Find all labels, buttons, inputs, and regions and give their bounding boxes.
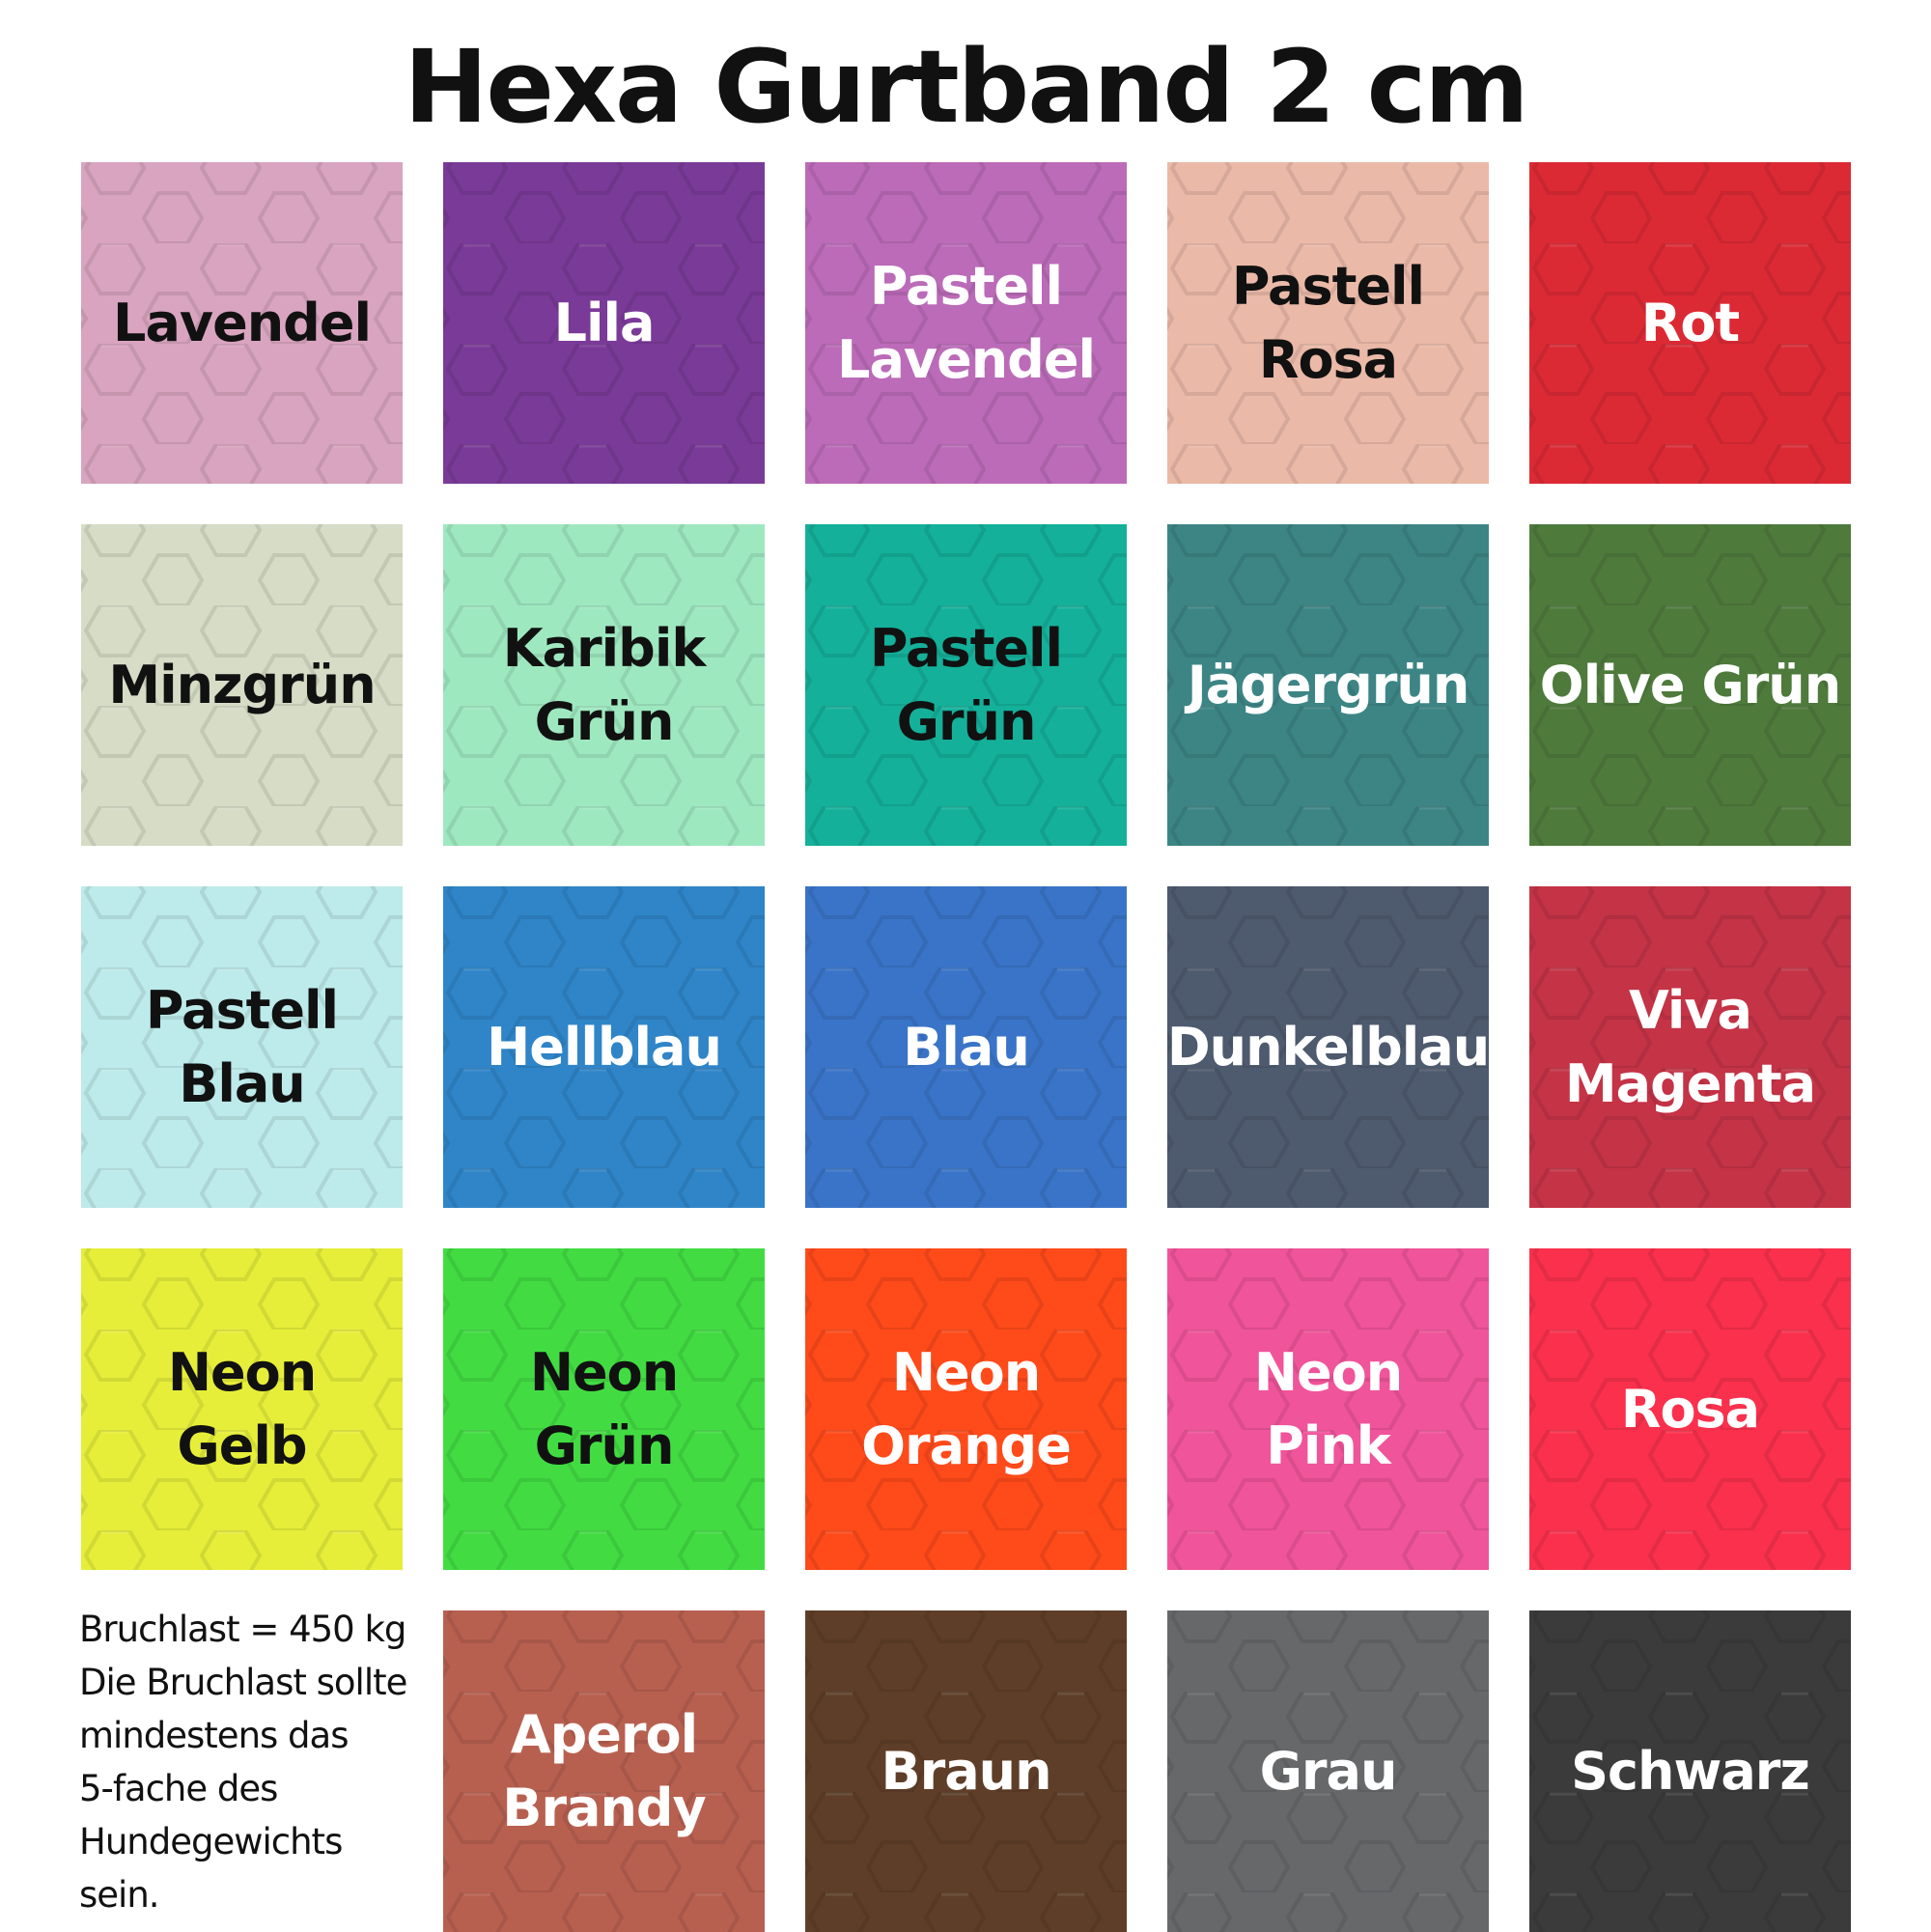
swatch-rot: Rot [1529,162,1851,484]
swatch-label: Viva Magenta [1564,979,1816,1114]
swatch-neon-pink: Neon Pink [1167,1248,1489,1570]
swatch-label: Pastell Blau [145,979,339,1114]
swatch-grid: Lavendel Lila Pastell Lavendel Pastell Rosa… [81,162,1851,1932]
swatch-label: Pastell Grün [869,617,1063,752]
swatch-blau: Blau [805,886,1127,1208]
swatch-label: Pastell Rosa [1231,255,1425,390]
swatch-aperol-brandy: Aperol Brandy [443,1610,765,1932]
swatch-dunkelblau: Dunkelblau [1167,886,1489,1208]
info-line: Die Bruchlast sollte [79,1662,407,1703]
swatch-viva-magenta: Viva Magenta [1529,886,1851,1208]
swatch-label: Lavendel [113,292,372,353]
swatch-label: Pastell Lavendel [837,255,1096,390]
swatch-jägergrün: Jägergrün [1167,524,1489,846]
info-line: mindestens das [79,1715,350,1756]
info-line: Hundegewichts [79,1821,343,1862]
swatch-olive-grün: Olive Grün [1529,524,1851,846]
swatch-label: Schwarz [1571,1740,1810,1802]
swatch-label: Grau [1259,1740,1398,1802]
info-line: 5-fache des [79,1768,278,1809]
swatch-label: Lila [553,292,656,353]
swatch-neon-orange: Neon Orange [805,1248,1127,1570]
info-line: Bruchlast = 450 kg [79,1609,406,1650]
swatch-neon-grün: Neon Grün [443,1248,765,1570]
swatch-label: Olive Grün [1539,654,1841,715]
swatch-label: Minzgrün [108,654,376,715]
swatch-label: Dunkelblau [1167,1016,1489,1078]
swatch-rosa: Rosa [1529,1248,1851,1570]
swatch-lila: Lila [443,162,765,484]
swatch-label: Neon Grün [529,1341,679,1476]
swatch-label: Neon Orange [861,1341,1072,1476]
swatch-lavendel: Lavendel [81,162,403,484]
swatch-label: Neon Gelb [167,1341,317,1476]
swatch-label: Hellblau [487,1016,722,1078]
swatch-neon-gelb: Neon Gelb [81,1248,403,1570]
swatch-karibik-grün: Karibik Grün [443,524,765,846]
swatch-braun: Braun [805,1610,1127,1932]
swatch-label: Neon Pink [1253,1341,1403,1476]
swatch-hellblau: Hellblau [443,886,765,1208]
swatch-pastell-lavendel: Pastell Lavendel [805,162,1127,484]
swatch-schwarz: Schwarz [1529,1610,1851,1932]
breaking-load-info: Bruchlast = 450 kg Die Bruchlast sollte mi… [79,1603,446,1921]
swatch-label: Rot [1640,292,1740,353]
swatch-pastell-grün: Pastell Grün [805,524,1127,846]
swatch-minzgrün: Minzgrün [81,524,403,846]
swatch-label: Braun [881,1740,1051,1802]
swatch-label: Rosa [1620,1378,1760,1440]
swatch-label: Aperol Brandy [502,1703,707,1838]
swatch-label: Blau [903,1016,1030,1078]
swatch-pastell-rosa: Pastell Rosa [1167,162,1489,484]
page-title: Hexa Gurtband 2 cm [404,28,1528,146]
info-line: sein. [79,1874,160,1916]
swatch-grau: Grau [1167,1610,1489,1932]
swatch-label: Karibik Grün [502,617,707,752]
swatch-pastell-blau: Pastell Blau [81,886,403,1208]
swatch-label: Jägergrün [1187,654,1470,715]
